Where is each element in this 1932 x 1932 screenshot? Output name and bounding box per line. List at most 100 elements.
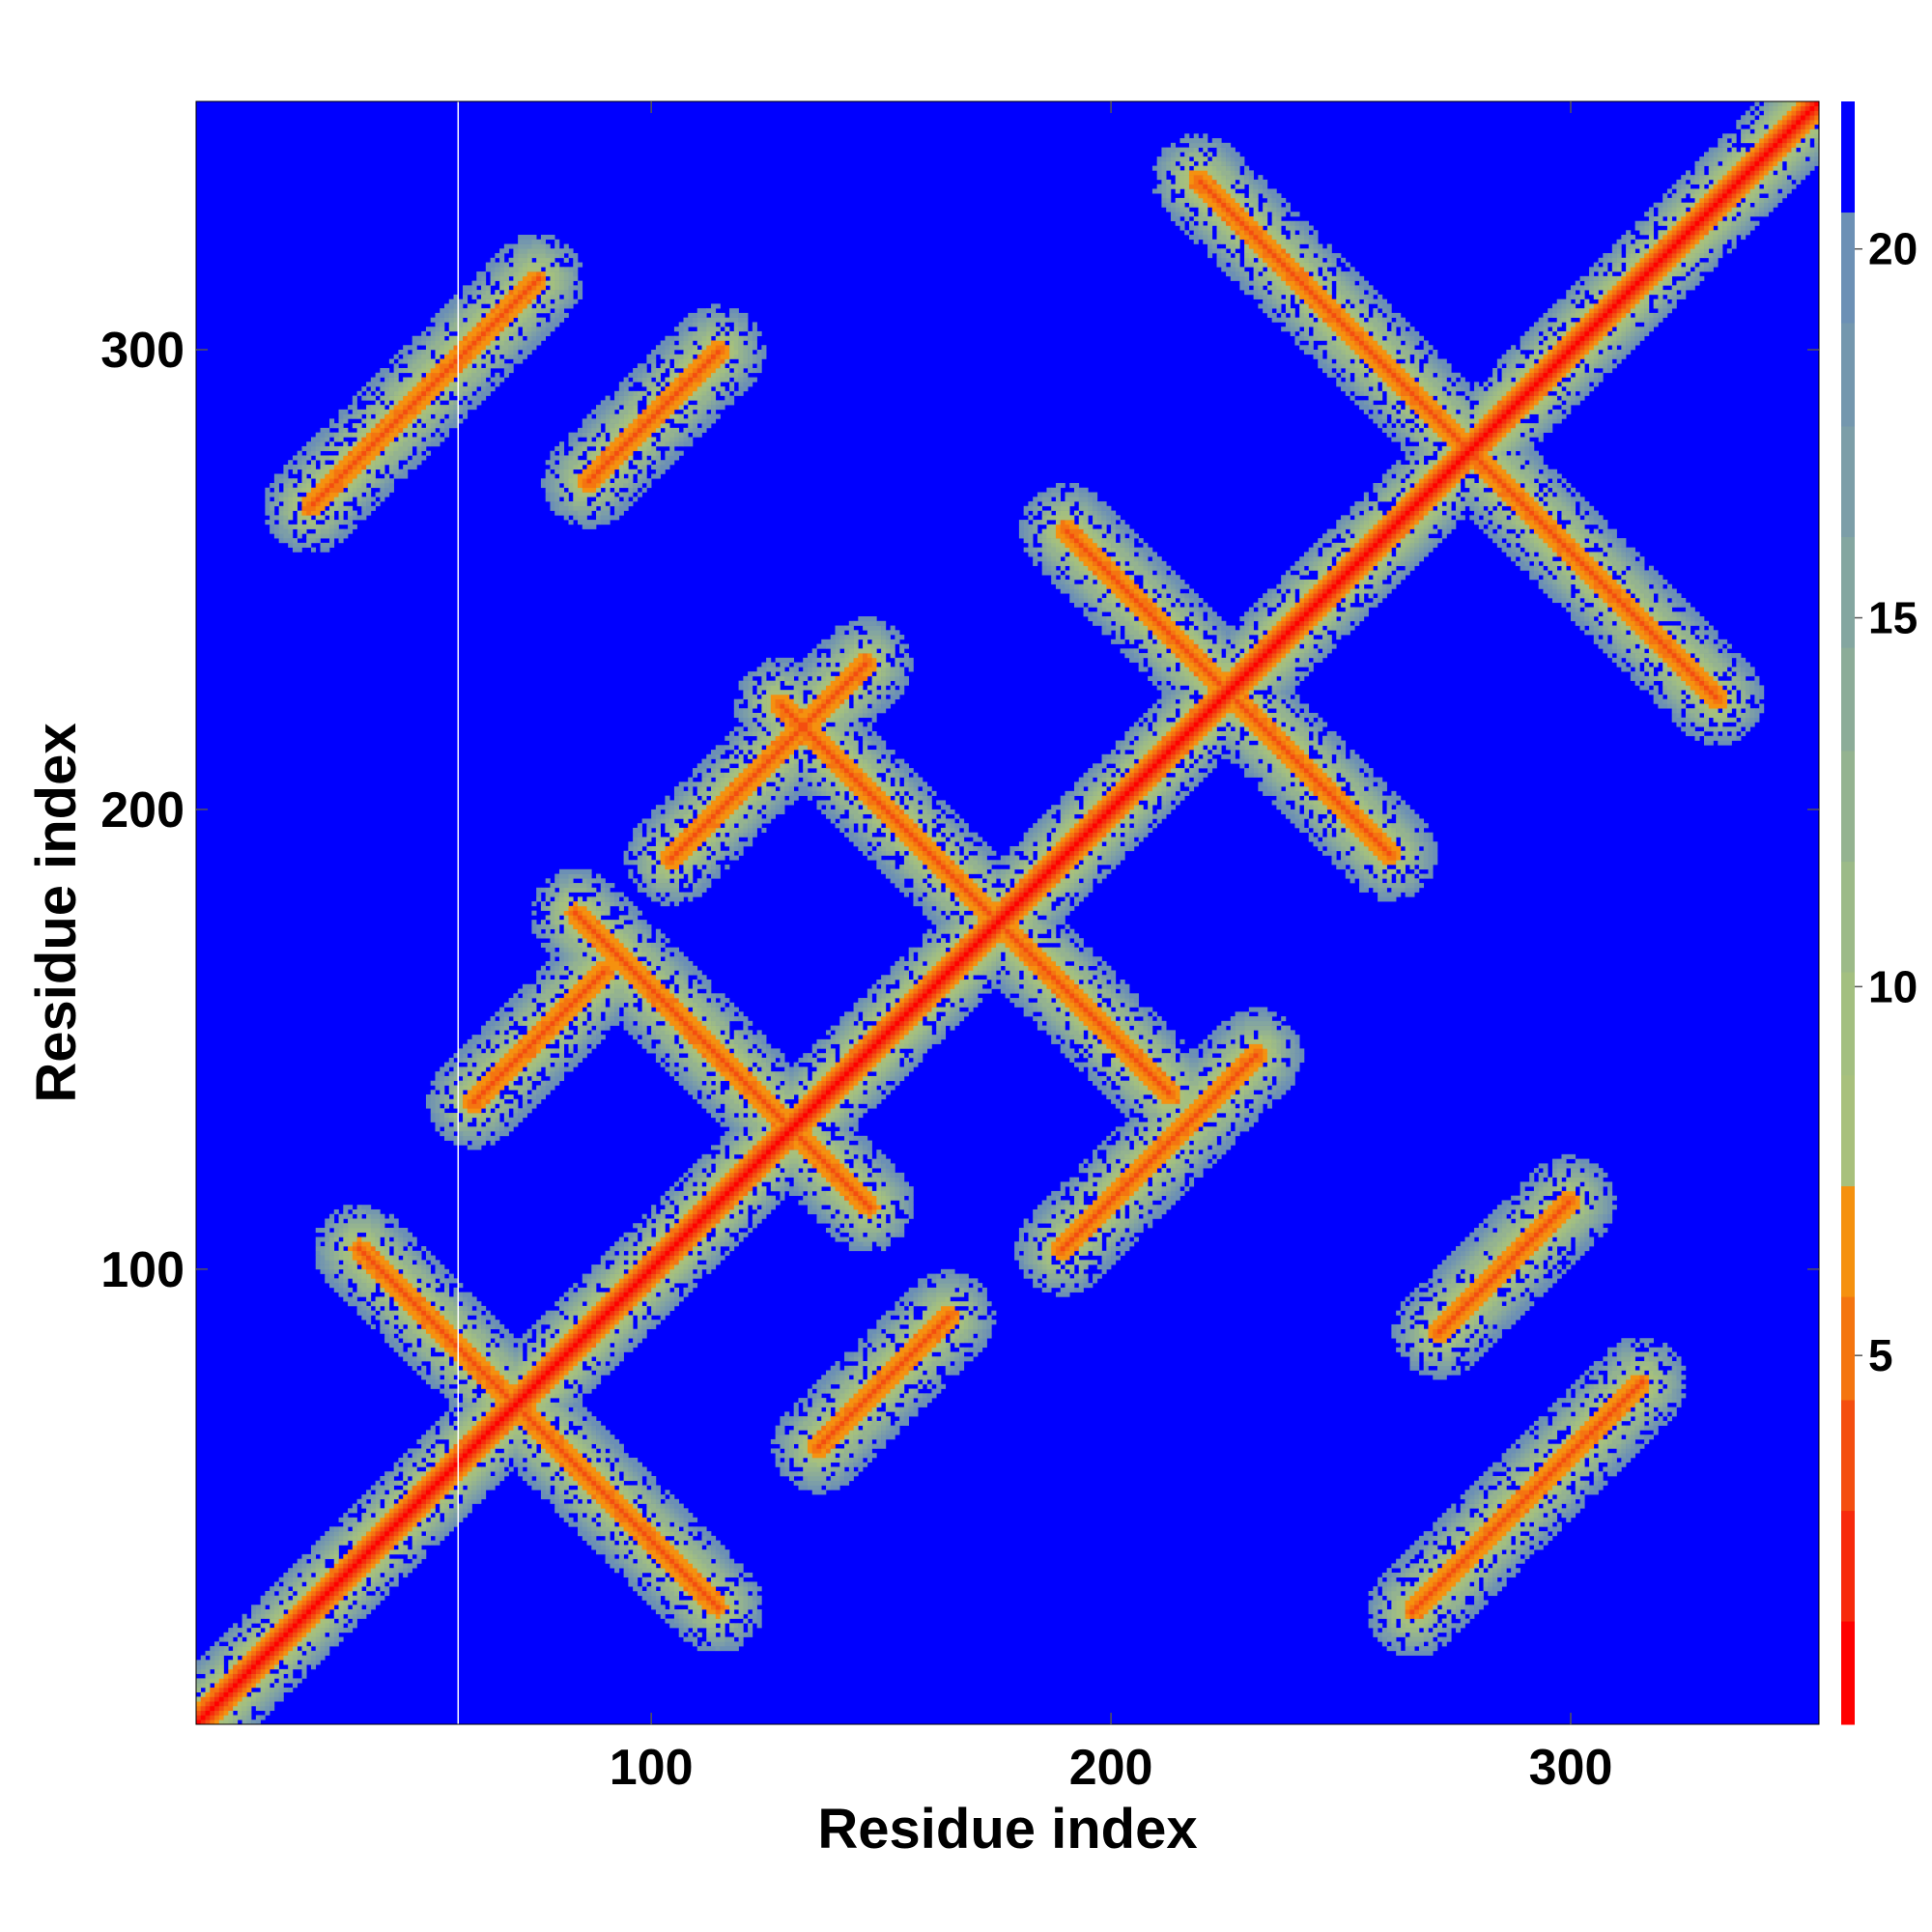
heatmap-cell-run [739, 1623, 744, 1628]
heatmap-cell-run [1589, 1430, 1594, 1435]
heatmap-cell-run [541, 1389, 551, 1394]
heatmap-cell-run [656, 1549, 661, 1554]
heatmap-cell-run [1506, 1463, 1511, 1467]
heatmap-cell-run [1469, 1559, 1479, 1564]
heatmap-cell-run [279, 1692, 284, 1697]
heatmap-cell-run [702, 1581, 712, 1586]
heatmap-cell-run [444, 1476, 449, 1481]
heatmap-cell-run [803, 1453, 808, 1458]
heatmap-cell-run [196, 1678, 201, 1683]
heatmap-cell-run [1382, 1633, 1392, 1637]
heatmap-cell-run [288, 1669, 293, 1674]
heatmap-cell-run [210, 1711, 214, 1716]
heatmap-cell-run [251, 1605, 256, 1609]
heatmap-cell-run [1451, 1531, 1461, 1536]
heatmap-cell-run [389, 1343, 399, 1348]
heatmap-cell-run [642, 1333, 647, 1338]
heatmap-cell-run [1524, 1458, 1534, 1463]
heatmap-cell-run [1484, 1513, 1489, 1518]
heatmap-cell-run [233, 1660, 238, 1664]
heatmap-cell-run [1520, 1463, 1530, 1467]
heatmap-cell-run [1603, 1366, 1607, 1371]
heatmap-cell-run [1529, 1486, 1534, 1491]
heatmap-cell-run [591, 1463, 596, 1467]
heatmap-cell-run [564, 1361, 569, 1366]
heatmap-cell-run [1391, 1591, 1401, 1596]
heatmap-cell-run [1406, 1605, 1410, 1609]
heatmap-cell-run [559, 1398, 564, 1403]
heatmap-cell-run [486, 1348, 491, 1352]
heatmap-cell-run [476, 1333, 486, 1338]
heatmap-cell-run [412, 1499, 417, 1504]
heatmap-cell-run [1594, 1389, 1604, 1394]
heatmap-cell-run [1557, 1407, 1562, 1412]
heatmap-cell-run [1484, 1586, 1489, 1591]
heatmap-cell-run [1469, 1614, 1474, 1619]
heatmap-cell-run [1396, 1329, 1401, 1334]
heatmap-cell-run [954, 1343, 959, 1348]
heatmap-cell-run [1396, 1651, 1433, 1656]
heatmap-cell-run [899, 1407, 904, 1412]
heatmap-cell-run [288, 1637, 293, 1642]
heatmap-cell-run [591, 1471, 601, 1476]
heatmap-cell-run [559, 1320, 564, 1324]
heatmap-cell-run [523, 1389, 527, 1394]
heatmap-cell-run [909, 1329, 914, 1334]
heatmap-cell-run [803, 1407, 808, 1412]
heatmap-cell-run [306, 1601, 311, 1605]
heatmap-cell-run [587, 1518, 592, 1522]
heatmap-cell-run [353, 1581, 357, 1586]
heatmap-cell-run [210, 1696, 214, 1701]
heatmap-cell-run [569, 1375, 574, 1379]
heatmap-cell-run [844, 1375, 849, 1379]
heatmap-cell-run [601, 1448, 606, 1453]
heatmap-cell-run [238, 1674, 242, 1679]
heatmap-cell-run [440, 1448, 444, 1453]
heatmap-cell-run [836, 1411, 840, 1416]
heatmap-cell-run [444, 1453, 449, 1458]
heatmap-cell-run [301, 1586, 306, 1591]
heatmap-cell-run [389, 1559, 394, 1564]
heatmap-cell-run [1433, 1526, 1437, 1531]
heatmap-cell-run [518, 1343, 523, 1348]
heatmap-cell-run [251, 1628, 256, 1633]
heatmap-cell-run [431, 1361, 436, 1366]
heatmap-cell-run [343, 1591, 348, 1596]
heatmap-cell-run [279, 1678, 284, 1683]
heatmap-cell-run [936, 1356, 946, 1361]
heatmap-cell-run [449, 1513, 454, 1518]
heatmap-cell-run [624, 1526, 634, 1531]
heatmap-cell-run [702, 1536, 707, 1541]
heatmap-cell-run [306, 1563, 311, 1568]
heatmap-cell-run [669, 1504, 674, 1509]
heatmap-cell-run [361, 1573, 366, 1577]
heatmap-cell-run [743, 1605, 748, 1609]
heatmap-cell-run [987, 1329, 992, 1334]
heatmap-cell-run [739, 1591, 744, 1596]
heatmap-cell-run [1603, 1426, 1612, 1431]
heatmap-cell-run [559, 1375, 564, 1379]
heatmap-cell-run [1409, 1329, 1414, 1334]
heatmap-cell-run [523, 1476, 532, 1481]
heatmap-cell-run [578, 1439, 582, 1444]
heatmap-cell-run [398, 1333, 403, 1338]
heatmap-cell-run [1520, 1504, 1525, 1509]
heatmap-cell-run [784, 1463, 789, 1467]
heatmap-cell-run [1373, 1596, 1378, 1601]
heatmap-cell-run [651, 1522, 656, 1527]
heatmap-cell-run [578, 1471, 582, 1476]
heatmap-cell-run [780, 1421, 784, 1426]
heatmap-cell-run [587, 1379, 592, 1384]
heatmap-cell-run [674, 1508, 679, 1513]
heatmap-cell-run [1497, 1513, 1502, 1518]
heatmap-cell-run [854, 1458, 859, 1463]
heatmap-cell-run [256, 1641, 261, 1646]
heatmap-cell-run [468, 1426, 472, 1431]
heatmap-cell-run [1419, 1371, 1429, 1376]
heatmap-cell-run [886, 1320, 891, 1324]
heatmap-cell-run [274, 1619, 279, 1624]
heatmap-cell-run [348, 1586, 353, 1591]
heatmap-cell-run [578, 1348, 582, 1352]
heatmap-cell-run [1524, 1545, 1529, 1549]
heatmap-cell-run [711, 1596, 716, 1601]
